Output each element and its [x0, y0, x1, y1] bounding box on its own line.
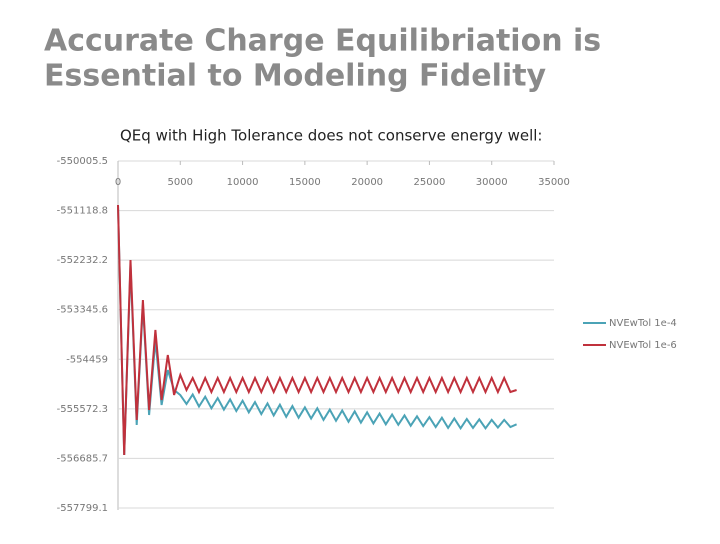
y-tick-label: -552232.2 [57, 255, 108, 266]
legend-label: NVEwTol 1e-4 [609, 318, 677, 329]
line-series [117, 204, 517, 456]
x-tick-label: 30000 [476, 177, 508, 188]
y-tick-label: -557799.1 [57, 503, 108, 514]
y-tick-label: -556685.7 [57, 453, 108, 464]
line-series [117, 204, 517, 456]
y-tick-label: -550005.5 [57, 156, 108, 167]
y-tick-label: -553345.6 [57, 305, 108, 316]
y-tick-label: -551118.8 [57, 206, 108, 217]
x-tick-label: 10000 [227, 177, 259, 188]
legend-label: NVEwTol 1e-6 [609, 340, 677, 351]
slide-title: Essential to Modeling Fidelity [44, 59, 547, 94]
x-tick-label: 20000 [351, 177, 383, 188]
y-tick-label: -555572.3 [57, 404, 108, 415]
x-tick-label: 25000 [414, 177, 446, 188]
chart-title: QEq with High Tolerance does not conserv… [120, 127, 542, 145]
x-tick-label: 35000 [538, 177, 570, 188]
y-tick-label: -554459 [66, 354, 108, 365]
slide-title: Accurate Charge Equilibriation is [44, 24, 601, 59]
x-tick-label: 15000 [289, 177, 321, 188]
x-tick-label: 5000 [168, 177, 193, 188]
x-tick-label: 0 [115, 177, 121, 188]
